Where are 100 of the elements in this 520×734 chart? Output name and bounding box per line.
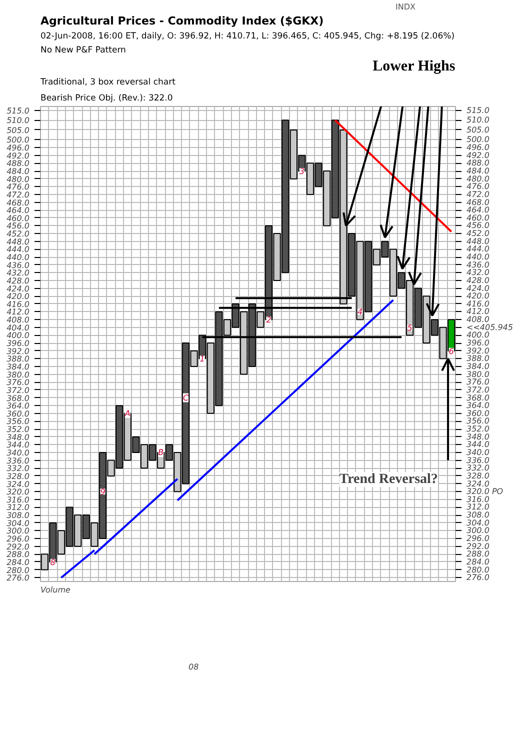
y-tick-label: 456.0: [6, 222, 30, 231]
y-tick-label: 380.0: [6, 370, 30, 380]
y2-tick-label: 476.0: [466, 182, 490, 192]
y-tick-label: 384.0: [6, 362, 30, 372]
y-tick-label: 388.0: [6, 354, 30, 364]
y-tick-label: 340.0: [6, 448, 30, 458]
y2-tick-label: 396.0: [466, 338, 490, 348]
y-tick-label: 420.0: [6, 292, 30, 302]
y2-tick-label: 348.0: [466, 432, 490, 442]
y2-tick-label: 312.0: [466, 502, 490, 512]
y2-tick-label: 376.0: [466, 378, 490, 387]
y-tick-label: 312.0: [6, 503, 30, 512]
text: 08: [188, 662, 199, 672]
y-tick-label: 400.0: [6, 331, 30, 340]
y2-tick-label: 300.0: [466, 526, 490, 536]
chart-title: Agricultural Prices - Commodity Index ($GKX): [40, 14, 324, 28]
y-tick-label: 480.0: [6, 174, 30, 184]
y-tick-label: 396.0: [6, 339, 30, 348]
y-tick-label: 324.0: [6, 480, 30, 489]
y2-tick-label: 332.0: [466, 464, 490, 473]
y-tick-label: 360.0: [6, 409, 30, 418]
y2-tick-label: 276.0: [466, 573, 490, 582]
y-tick-label: 468.0: [6, 198, 30, 208]
y2-tick-label: 412.0: [466, 307, 490, 316]
annotation: B: [158, 448, 164, 457]
annotation: 2: [266, 316, 272, 325]
y-tick-label: 308.0: [6, 511, 30, 520]
y-tick-label: 428.0: [6, 276, 30, 286]
y2-tick-label: 444.0: [466, 244, 490, 254]
text: Lower Highs: [372, 58, 456, 74]
y2-tick-label: 328.0: [466, 471, 490, 480]
text: No New P&F Pattern: [40, 46, 126, 56]
y-tick-label: 432.0: [6, 268, 30, 278]
y-tick-label: 416.0: [6, 300, 30, 309]
y-tick-label: 496.0: [6, 144, 30, 153]
y2-tick-label: 316.0: [466, 494, 490, 504]
y-tick-label: 436.0: [6, 260, 30, 270]
y2-tick-label: 488.0: [466, 158, 490, 168]
y-tick-label: 292.0: [6, 542, 30, 552]
y-tick-label: 404.0: [6, 323, 30, 332]
y2-tick-label: 480.0: [466, 174, 490, 184]
y-tick-label: 332.0: [6, 464, 30, 474]
y2-tick-label: 360.0: [466, 408, 490, 418]
y2-tick-label: 336.0: [466, 456, 490, 465]
y-tick-label: 328.0: [6, 472, 30, 481]
y2-tick-label: 296.0: [466, 534, 490, 543]
y2-tick-label: 452.0: [466, 229, 490, 238]
y-tick-label: 344.0: [6, 440, 30, 450]
y2-tick-label: <<405.945: [466, 322, 513, 332]
y2-tick-label: 432.0: [466, 268, 490, 278]
y2-tick-label: 368.0: [466, 393, 490, 402]
y-tick-label: 316.0: [6, 495, 30, 504]
y2-tick-label: 484.0: [466, 166, 490, 176]
y2-tick-label: 304.0: [466, 518, 490, 528]
y-tick-label: 444.0: [6, 245, 30, 254]
y-tick-label: 320.0: [6, 488, 30, 497]
y-tick-label: 505.0: [6, 126, 30, 135]
y2-tick-label: 288.0: [466, 550, 490, 559]
y-tick-label: 460.0: [6, 214, 30, 223]
y-tick-label: 464.0: [6, 206, 30, 216]
y2-tick-label: 456.0: [466, 221, 490, 230]
chart-subtitle: 02-Jun-2008, 16:00 ET, daily, O: 396.92, H: 410.71, L: 396.465, C: 405.945, Chg: +8.195 (2.06%): [40, 32, 455, 42]
y2-tick-label: 344.0: [466, 440, 490, 450]
y2-tick-label: 492.0: [466, 150, 490, 160]
y-tick-label: 300.0: [6, 526, 30, 536]
y2-tick-label: 388.0: [466, 354, 490, 364]
y2-tick-label: 324.0: [466, 479, 490, 488]
y-tick-label: 476.0: [6, 182, 30, 192]
annotation: 4: [358, 308, 363, 317]
y2-tick-label: 468.0: [466, 198, 490, 207]
y-tick-label: 472.0: [6, 190, 30, 200]
y2-tick-label: 380.0: [466, 370, 490, 379]
y2-tick-label: 308.0: [466, 510, 490, 520]
y-tick-label: 336.0: [6, 456, 30, 466]
y2-tick-label: 448.0: [466, 236, 490, 246]
y2-tick-label: 284.0: [466, 557, 490, 566]
y-tick-label: 510.0: [6, 116, 30, 126]
y2-tick-label: 392.0: [466, 346, 490, 356]
y2-tick-label: 364.0: [466, 401, 490, 410]
y-tick-label: 288.0: [6, 550, 30, 560]
y2-tick-label: 292.0: [466, 542, 490, 551]
annotation: 6: [448, 346, 454, 356]
y2-tick-label: 500.0: [466, 135, 490, 144]
y-tick-label: 515.0: [6, 106, 30, 116]
y2-tick-label: 472.0: [466, 190, 490, 199]
y2-tick-label: 352.0: [466, 424, 490, 434]
y-tick-label: 376.0: [6, 378, 30, 388]
y2-tick-label: 496.0: [466, 143, 490, 152]
y2-tick-label: 424.0: [466, 284, 490, 293]
y2-tick-label: 510.0: [466, 116, 490, 125]
y-tick-label: 284.0: [6, 558, 30, 567]
y-tick-label: 392.0: [6, 346, 30, 356]
y-tick-label: 364.0: [6, 402, 30, 411]
annotation: 5: [407, 323, 412, 332]
text: Volume: [40, 586, 70, 594]
y-tick-label: 424.0: [6, 284, 30, 294]
annotation: Trend Reversal?: [339, 472, 438, 488]
annotation: 1: [200, 354, 205, 364]
annotation: 9: [100, 488, 106, 497]
y-tick-label: 372.0: [6, 386, 30, 395]
